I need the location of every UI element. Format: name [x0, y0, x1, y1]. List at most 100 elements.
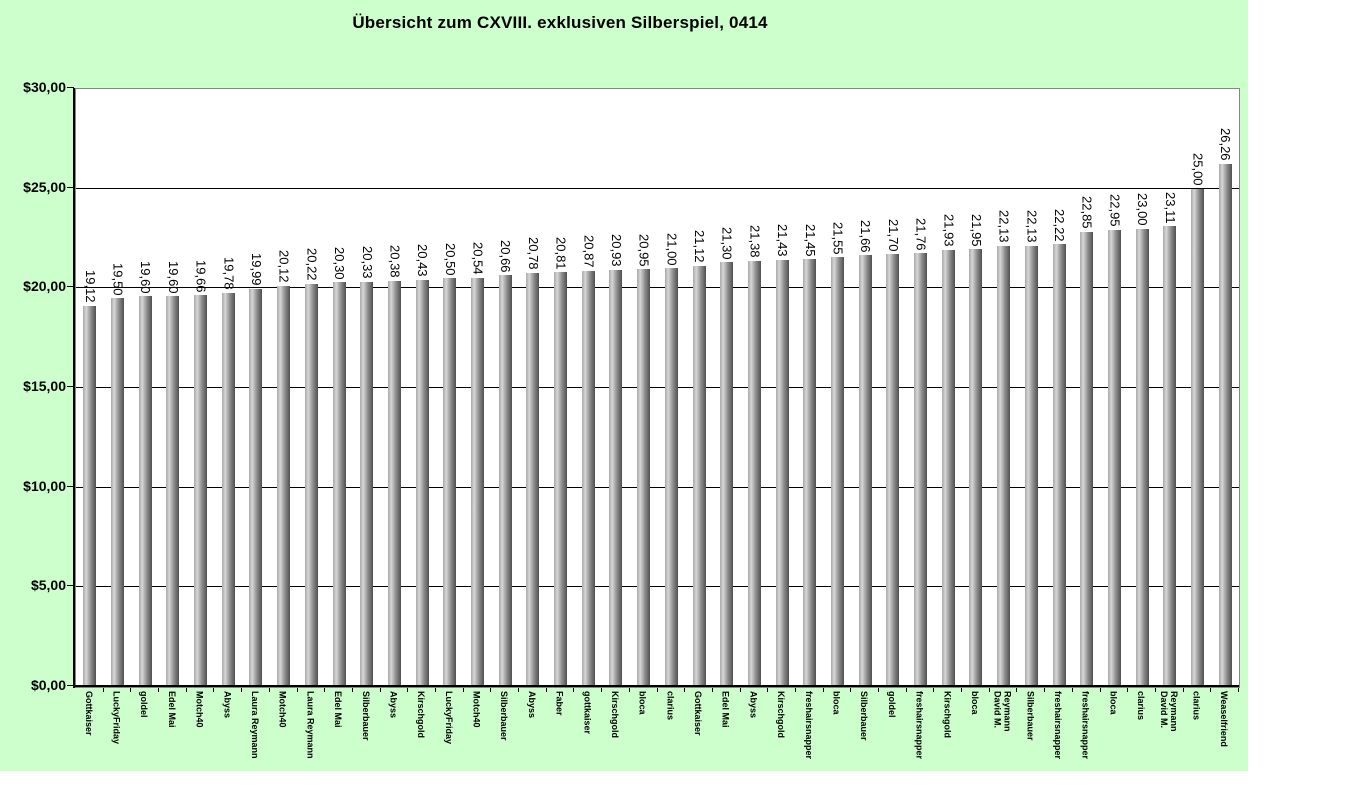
bar-value-label: 20,12 [276, 250, 292, 283]
x-category-label: Kirschgold [776, 691, 787, 739]
bar [1024, 245, 1038, 687]
x-category-label: Abyss [388, 691, 399, 719]
bar-value-label: 20,54 [470, 242, 486, 275]
chart-title: Übersicht zum CXVIII. exklusiven Silbers… [352, 13, 768, 32]
bar [83, 305, 97, 687]
x-category-label: clarius [1136, 691, 1147, 721]
x-category-label: Silberbauer [859, 691, 870, 741]
x-category-label: goldel [139, 691, 150, 718]
bar [720, 262, 734, 687]
bar-value-label: 25,00 [1190, 153, 1206, 186]
bar [277, 285, 291, 687]
bar [886, 254, 900, 687]
x-tick-mark [822, 688, 824, 692]
x-tick-mark [1210, 688, 1212, 692]
x-tick-mark [102, 688, 104, 692]
bar-value-label: 20,30 [332, 246, 348, 280]
bar [692, 266, 706, 687]
bar [747, 260, 761, 687]
bar-value-label: 19,50 [110, 262, 126, 296]
x-tick-mark [628, 688, 630, 692]
bar-value-label: 22,85 [1079, 195, 1095, 229]
y-tick-mark [67, 685, 74, 686]
x-category-label: Gottkaiser [693, 691, 704, 736]
y-axis-tick-label: $0,00 [30, 677, 66, 693]
x-category-label: gottkaiser [582, 691, 593, 735]
x-category-label: freshairsnapper [1053, 691, 1063, 760]
bar [1190, 188, 1204, 687]
x-category-label: Kirschgold [942, 691, 953, 739]
x-tick-mark [1099, 688, 1101, 692]
x-tick-mark [241, 688, 243, 692]
bar-value-label: 21,12 [692, 230, 708, 264]
x-category-label: Abyss [748, 691, 759, 719]
x-tick-mark [545, 688, 547, 692]
bar-value-label: 19,78 [221, 257, 237, 290]
x-category-label: Motch40 [277, 691, 288, 728]
bar-value-label: 22,13 [1024, 210, 1040, 243]
bar-value-label: 20,95 [636, 233, 652, 267]
x-tick-mark [490, 688, 492, 692]
bar [581, 271, 595, 687]
bar-value-label: 21,45 [802, 223, 818, 257]
bar [1135, 228, 1149, 687]
x-tick-mark [794, 688, 796, 692]
bar-value-label: 22,13 [996, 210, 1012, 243]
y-axis-tick-label: $20,00 [23, 278, 66, 295]
bar-value-label: 23,11 [1162, 191, 1178, 224]
x-category-label: Silberbauer [499, 691, 510, 741]
x-category-label: Edel Mai [720, 691, 731, 728]
x-tick-mark [767, 688, 769, 692]
x-category-label: bloca [1108, 691, 1119, 715]
bar-value-label: 22,95 [1107, 193, 1123, 227]
bar-value-label: 20,87 [581, 235, 597, 268]
x-tick-mark [988, 688, 990, 692]
bar [387, 280, 401, 687]
bar-value-label: 21,55 [830, 221, 846, 255]
x-tick-mark [518, 688, 520, 692]
x-tick-mark [684, 688, 686, 692]
x-category-label: Silberbauer [1025, 691, 1036, 741]
x-tick-mark [601, 688, 603, 692]
y-tick-mark [67, 87, 74, 88]
y-axis-tick-label: $10,00 [23, 477, 66, 494]
x-tick-mark [850, 688, 852, 692]
x-category-label: Motch40 [471, 691, 482, 728]
x-category-label: LuckyFriday [443, 691, 454, 745]
x-tick-mark [351, 688, 353, 692]
bar [830, 257, 844, 687]
x-category-label: Edel Mai [166, 691, 177, 728]
x-tick-mark [905, 688, 907, 692]
x-tick-mark [158, 688, 160, 692]
bar [803, 259, 817, 687]
x-category-label: LuckyFriday [111, 691, 122, 745]
bar-value-label: 21,43 [775, 224, 791, 257]
bar [332, 282, 346, 687]
bar-value-label: 20,50 [442, 242, 458, 276]
x-tick-mark [711, 688, 713, 692]
bar [138, 296, 152, 687]
y-tick-mark [67, 286, 74, 288]
x-tick-mark [407, 688, 409, 692]
x-category-label: Laura Reymann [305, 691, 316, 759]
bar-value-label: 21,70 [885, 218, 901, 252]
x-tick-mark [213, 688, 215, 692]
bar [969, 249, 983, 687]
bar-value-label: 19,60 [165, 260, 181, 294]
bar [526, 272, 540, 687]
chart-region: Übersicht zum CXVIII. exklusiven Silbers… [0, 0, 1248, 771]
bar [498, 275, 512, 687]
y-axis-line [73, 88, 75, 688]
bar [415, 279, 429, 687]
bar-value-label: 21,93 [941, 214, 957, 247]
x-tick-mark [933, 688, 935, 692]
x-category-label: Kirschgold [416, 691, 427, 739]
bar [1052, 244, 1066, 687]
x-category-label: Gottkaiser [83, 691, 94, 736]
x-category-label: Faber [554, 691, 565, 716]
y-tick-mark [67, 186, 74, 188]
x-category-label: Silberbauer [360, 691, 371, 741]
bar-value-label: 19,99 [248, 253, 264, 286]
x-tick-mark [1182, 688, 1184, 692]
x-tick-mark [573, 688, 575, 692]
